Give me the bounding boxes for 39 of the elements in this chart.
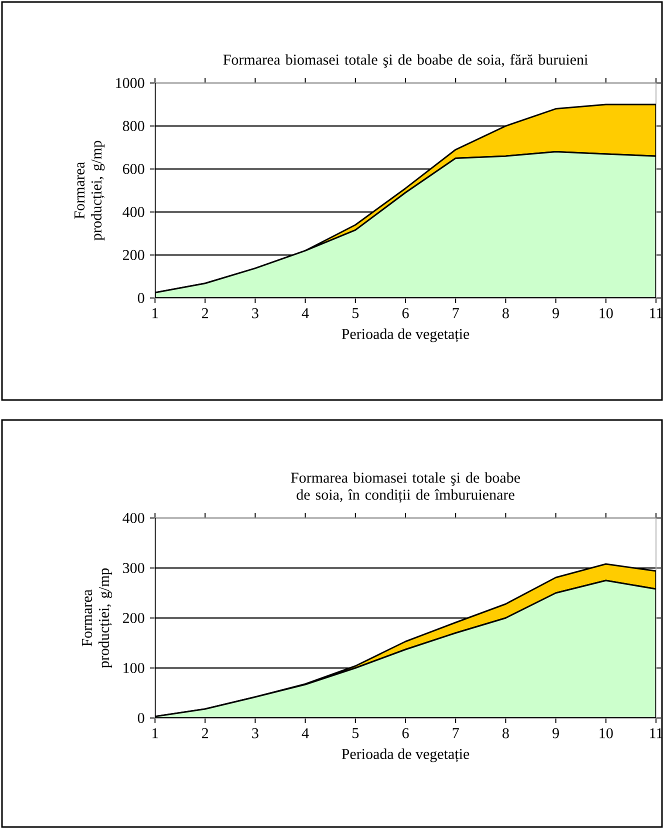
x-tick-label: 6 [402, 728, 409, 738]
x-tick-label: 3 [252, 728, 258, 738]
y-tick-label: 0 [138, 292, 144, 304]
y-tick-label: 600 [122, 164, 144, 174]
x-tick-label: 3 [252, 308, 258, 318]
x-tick-label: 1 [152, 728, 158, 738]
y-tick-label: 800 [122, 120, 144, 132]
y-tick-label: 200 [122, 612, 144, 624]
y-tick-label: 100 [124, 662, 144, 674]
x-tick-label: 9 [552, 308, 559, 318]
x-tick-label: 1 [152, 308, 158, 318]
y-axis-title: Formarea producției, g/mp [74, 140, 105, 240]
x-tick-label: 2 [202, 728, 208, 738]
y-tick-label: 300 [123, 562, 144, 574]
x-tick-label: 11 [650, 728, 662, 738]
chart-title: Formarea biomasei totale şi de boabe de soia, în condiții de îmburuienare [290, 472, 520, 503]
y-tick-label: 400 [122, 206, 144, 218]
x-tick-label: 2 [202, 308, 208, 318]
chart-title: Formarea biomasei totale şi de boabe de soia, fără buruieni [223, 54, 588, 68]
x-tick-label: 8 [502, 308, 509, 318]
x-tick-label: 7 [452, 308, 459, 318]
x-tick-label: 9 [552, 728, 559, 738]
y-tick-label: 1000 [116, 78, 144, 88]
x-tick-label: 5 [352, 308, 359, 318]
y-axis-title: Formarea producției, g/mp [82, 568, 112, 668]
y-tick-label: 400 [122, 512, 144, 524]
x-axis-title: Perioada de vegetație [342, 748, 470, 762]
y-tick-label: 0 [138, 712, 144, 724]
y-tick-label: 200 [122, 250, 144, 260]
x-tick-label: 4 [302, 308, 309, 318]
x-tick-label: 5 [352, 728, 359, 738]
x-tick-label: 8 [502, 728, 509, 738]
x-tick-label: 11 [650, 308, 662, 318]
x-tick-label: 7 [452, 728, 459, 738]
x-tick-label: 10 [600, 728, 613, 738]
x-tick-label: 10 [600, 308, 613, 318]
x-axis-title: Perioada de vegetație [342, 328, 470, 342]
x-tick-label: 6 [402, 308, 409, 318]
x-tick-label: 4 [302, 728, 309, 738]
